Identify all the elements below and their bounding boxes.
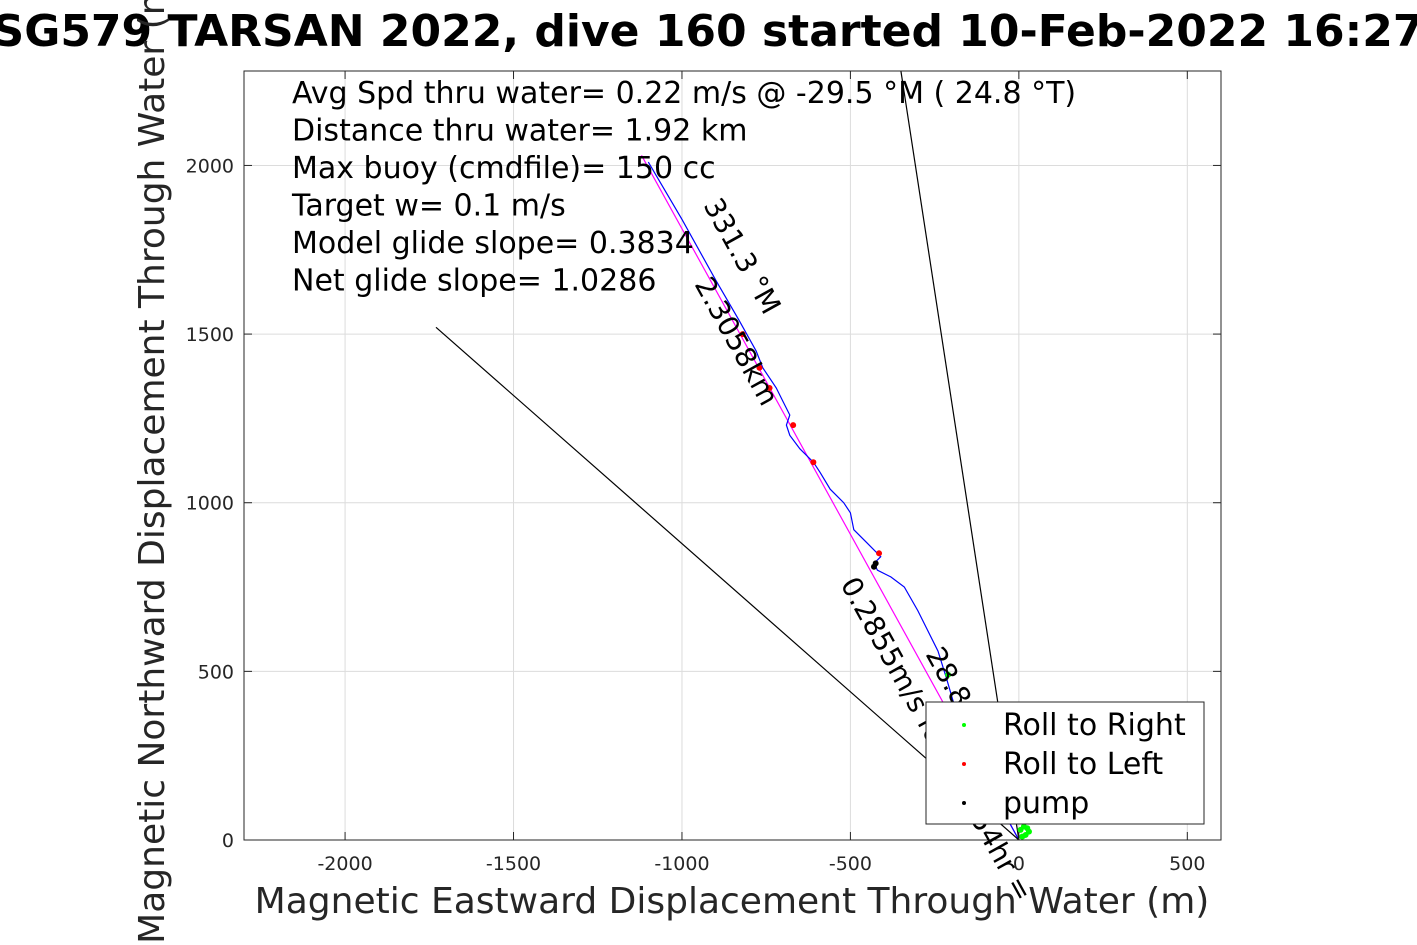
ticks: -2000 -1500 -1000 -500 0 500 0 500 1000 1500 2000 — [186, 71, 1221, 875]
roll-left-marker — [810, 459, 817, 466]
chart-title: SG579 TARSAN 2022, dive 160 started 10-F… — [0, 6, 1417, 57]
legend-swatch — [962, 723, 966, 727]
annotation-line: Net glide slope= 1.0286 — [292, 264, 656, 299]
roll-right-marker — [945, 671, 952, 678]
y-tick-label: 1500 — [186, 324, 234, 346]
annotations: Avg Spd thru water= 0.22 m/s @ -29.5 °M … — [291, 76, 1076, 299]
y-tick-label: 2000 — [186, 155, 234, 177]
y-tick-label: 500 — [198, 661, 234, 683]
roll-left-marker — [739, 331, 746, 338]
y-tick-label: 1000 — [186, 493, 234, 515]
annotation-line: Max buoy (cmdfile)= 150 cc — [292, 151, 716, 186]
markers — [739, 331, 1032, 840]
plot-frame — [243, 70, 1222, 841]
legend-swatch — [962, 801, 966, 805]
roll-left-marker — [766, 385, 773, 392]
annotation-line: Model glide slope= 0.3834 — [292, 226, 694, 261]
x-tick-label: -2000 — [317, 853, 372, 875]
x-tick-label: -1000 — [654, 853, 709, 875]
roll-left-marker — [790, 422, 797, 429]
legend-box — [925, 701, 1205, 825]
y-tick-label: 0 — [222, 830, 234, 852]
x-tick-label: -1500 — [486, 853, 541, 875]
x-axis-label: Magnetic Eastward Displacement Through W… — [255, 881, 1210, 922]
annotation-line: Avg Spd thru water= 0.22 m/s @ -29.5 °M … — [292, 76, 1076, 111]
x-tick-label: 0 — [1013, 853, 1025, 875]
legend-swatch — [962, 762, 966, 766]
legend: Roll to Right Roll to Left pump — [925, 701, 1205, 825]
legend-entry: Roll to Right — [1003, 708, 1186, 743]
x-tick-label: 500 — [1169, 853, 1205, 875]
legend-entry: Roll to Left — [1003, 747, 1163, 782]
roll-left-marker — [876, 550, 883, 557]
y-axis-label: Magnetic Northward Displacement Through … — [132, 0, 173, 944]
current-line — [435, 326, 1020, 841]
pump-marker — [872, 560, 879, 567]
track-line — [647, 161, 1020, 841]
x-tick-label: -500 — [829, 853, 872, 875]
legend-entry: pump — [1003, 786, 1089, 821]
annotation-line: Target w= 0.1 m/s — [291, 189, 566, 224]
annotation-line: Distance thru water= 1.92 km — [292, 114, 747, 149]
roll-right-marker — [1017, 826, 1024, 833]
roll-left-marker — [756, 364, 763, 371]
